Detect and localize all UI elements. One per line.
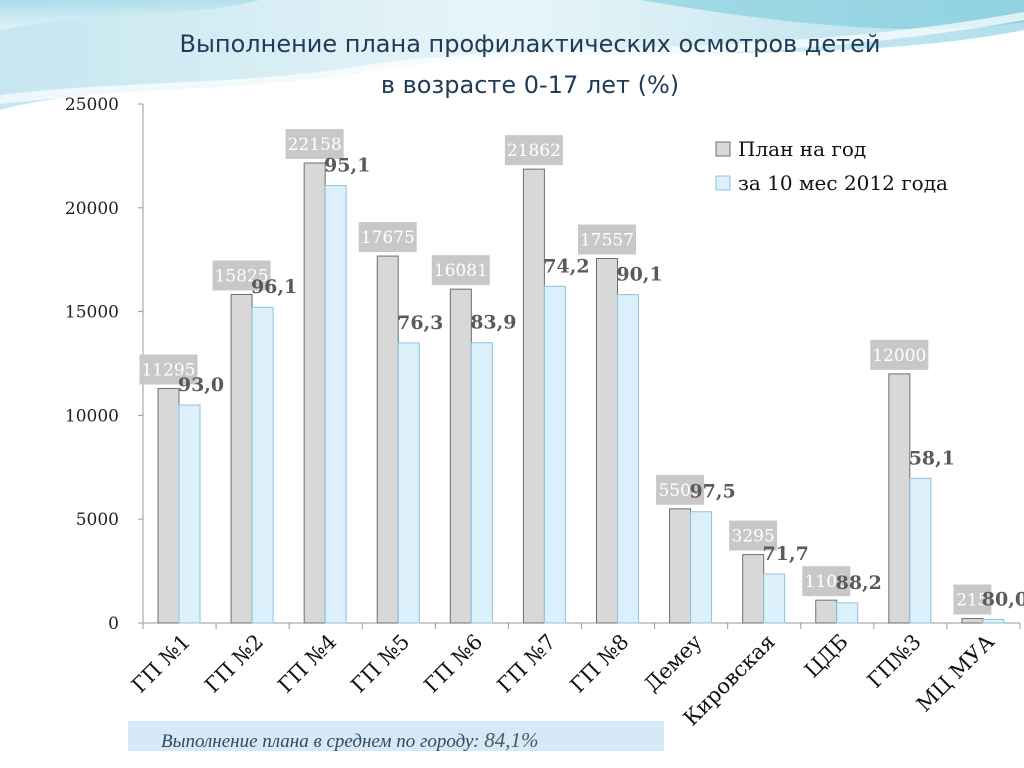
bar-actual	[690, 511, 713, 624]
bar-plan	[449, 288, 472, 624]
chart-title-line1: Выполнение плана профилактических осмотр…	[179, 30, 881, 58]
summary-text: Выполнение плана в среднем по городу: 84…	[161, 728, 539, 753]
bar-actual	[836, 602, 859, 624]
y-tick-label: 15000	[65, 303, 119, 323]
plan-value-label: 5500	[658, 481, 701, 501]
y-tick-label: 10000	[65, 406, 119, 426]
percent-label: 88,2	[836, 572, 882, 594]
bar-actual	[324, 185, 347, 624]
bar-plan	[669, 508, 692, 624]
percent-label: 83,9	[470, 312, 516, 334]
plan-value-label: 11295	[141, 361, 195, 381]
plan-value-label: 1100	[805, 572, 848, 592]
plan-value-label: 21862	[507, 141, 561, 161]
plan-value-label: 15825	[215, 266, 269, 286]
bar-actual	[397, 342, 420, 624]
bar-plan	[376, 255, 399, 624]
y-tick-label: 25000	[65, 95, 119, 115]
bar-actual	[178, 404, 201, 624]
category-label: Демеу	[640, 629, 707, 696]
bar-actual	[909, 477, 932, 624]
plan-value-box	[729, 520, 778, 551]
bar-actual	[543, 285, 566, 624]
category-label: ГП №2	[200, 630, 268, 698]
percent-label: 74,2	[543, 255, 589, 277]
bar-actual	[251, 306, 274, 624]
plan-value-box	[953, 584, 992, 615]
percent-label: 90,1	[616, 264, 662, 286]
category-label: ГП №4	[273, 630, 341, 698]
bar-plan	[742, 554, 765, 624]
category-label: ГП №7	[493, 630, 561, 698]
percent-label: 58,1	[909, 447, 955, 469]
percent-label: 76,3	[397, 312, 443, 334]
plan-value-label: 215	[956, 591, 988, 611]
plan-value-box	[578, 224, 636, 255]
summary-label: Выполнение плана в среднем по городу:	[161, 731, 480, 752]
bar-actual	[763, 573, 786, 624]
y-tick-label: 5000	[76, 510, 119, 530]
percent-label: 80,0	[982, 588, 1024, 610]
plan-value-box	[358, 222, 417, 253]
bar-plan	[303, 162, 326, 624]
category-label: ГП №5	[346, 630, 414, 698]
bar-plan	[157, 388, 180, 624]
plan-value-box	[870, 339, 929, 370]
plan-value-box	[656, 474, 705, 505]
category-label: ГП №6	[419, 630, 487, 698]
plan-value-box	[212, 260, 271, 291]
percent-label: 96,1	[251, 276, 297, 298]
y-tick-label: 20000	[65, 199, 119, 219]
plan-value-label: 22158	[288, 135, 342, 155]
plan-value-label: 17675	[361, 228, 415, 248]
bar-plan	[888, 373, 911, 624]
plan-value-box	[504, 135, 563, 166]
plan-value-label: 3295	[732, 527, 775, 547]
chart-title-line2: в возрасте 0-17 лет (%)	[380, 71, 680, 99]
plan-value-box	[802, 566, 851, 597]
category-label: ГП №8	[566, 630, 634, 698]
bar-plan	[815, 599, 838, 624]
legend-swatch-plan	[715, 141, 731, 157]
percent-label: 93,0	[178, 374, 224, 396]
category-label: ГП№3	[863, 630, 926, 693]
plan-value-label: 12000	[872, 346, 926, 366]
percent-label: 97,5	[689, 481, 735, 503]
bar-plan	[522, 168, 545, 624]
bar-actual	[470, 342, 493, 624]
legend-label-plan: План на год	[738, 137, 866, 161]
plan-value-box	[431, 255, 490, 286]
category-label: ГП №1	[127, 630, 195, 698]
plan-value-box	[285, 128, 344, 159]
category-label: ЦДБ	[800, 630, 853, 683]
bar-actual	[982, 618, 1005, 624]
bar-plan	[230, 293, 253, 624]
summary-value: 84,1%	[484, 728, 539, 752]
plan-value-box	[139, 354, 198, 385]
legend-swatch-actual	[715, 175, 731, 191]
bar-plan	[961, 618, 984, 624]
plan-value-label: 16081	[434, 261, 488, 281]
bar-actual	[617, 294, 639, 624]
y-tick-label: 0	[108, 614, 119, 634]
bar-plan	[596, 258, 618, 624]
percent-label: 71,7	[763, 543, 809, 565]
percent-label: 95,1	[324, 155, 370, 177]
plan-value-label: 17557	[580, 231, 634, 251]
summary-box	[128, 721, 664, 751]
legend-label-actual: за 10 мес 2012 года	[738, 171, 948, 195]
category-label: МЦ МУА	[912, 630, 999, 717]
